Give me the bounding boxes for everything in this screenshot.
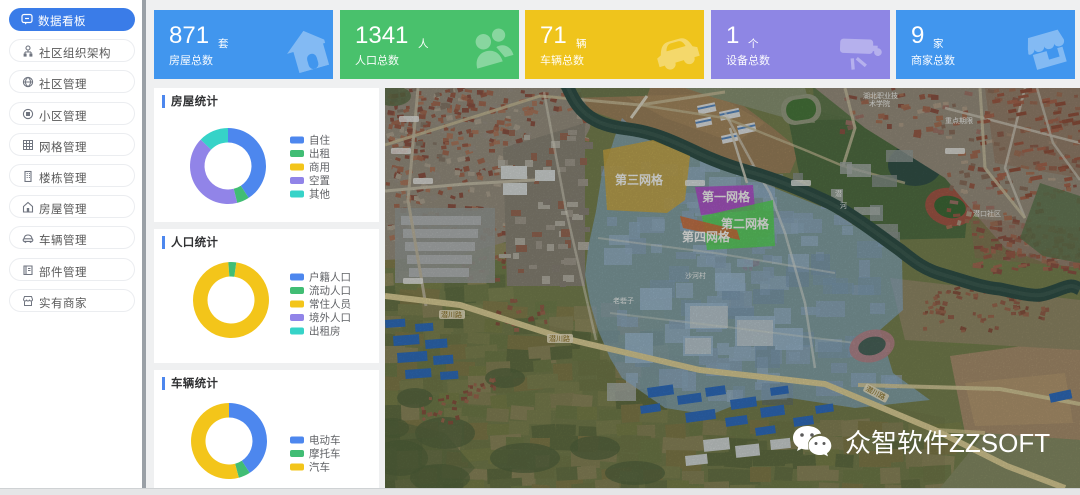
- svg-text:空置: 空置: [309, 174, 330, 187]
- svg-text:众智软件ZZSOFT: 众智软件ZZSOFT: [845, 428, 1050, 458]
- svg-text:常住人员: 常住人员: [309, 298, 351, 311]
- svg-text:户籍人口: 户籍人口: [309, 271, 351, 284]
- svg-text:境外人口: 境外人口: [309, 311, 351, 324]
- svg-text:自住: 自住: [309, 134, 330, 147]
- svg-text:出租房: 出租房: [309, 325, 341, 338]
- svg-text:其他: 其他: [309, 188, 330, 201]
- svg-text:电动车: 电动车: [309, 434, 341, 447]
- svg-text:摩托车: 摩托车: [309, 447, 341, 460]
- svg-text:汽车: 汽车: [309, 461, 330, 474]
- svg-text:出租: 出租: [309, 147, 330, 160]
- svg-text:商用: 商用: [309, 161, 330, 174]
- svg-text:流动人口: 流动人口: [309, 284, 351, 297]
